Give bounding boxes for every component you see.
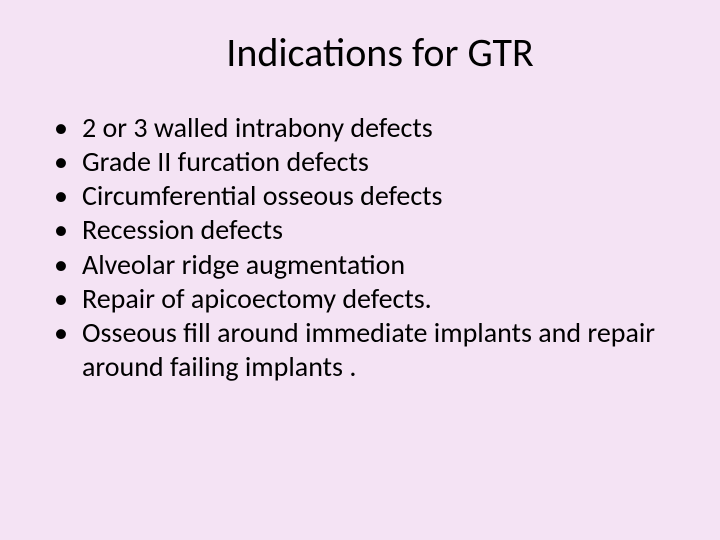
list-item: 2 or 3 walled intrabony defects: [48, 111, 680, 145]
slide-title: Indications for GTR: [40, 28, 680, 77]
list-item: Recession defects: [48, 213, 680, 247]
list-item: Osseous fill around immediate implants a…: [48, 316, 680, 384]
slide: Indications for GTR 2 or 3 walled intrab…: [0, 0, 720, 540]
list-item: Repair of apicoectomy defects.: [48, 282, 680, 316]
list-item: Grade II furcation defects: [48, 145, 680, 179]
bullet-list: 2 or 3 walled intrabony defects Grade II…: [40, 111, 680, 384]
list-item: Alveolar ridge augmentation: [48, 248, 680, 282]
list-item: Circumferential osseous defects: [48, 179, 680, 213]
